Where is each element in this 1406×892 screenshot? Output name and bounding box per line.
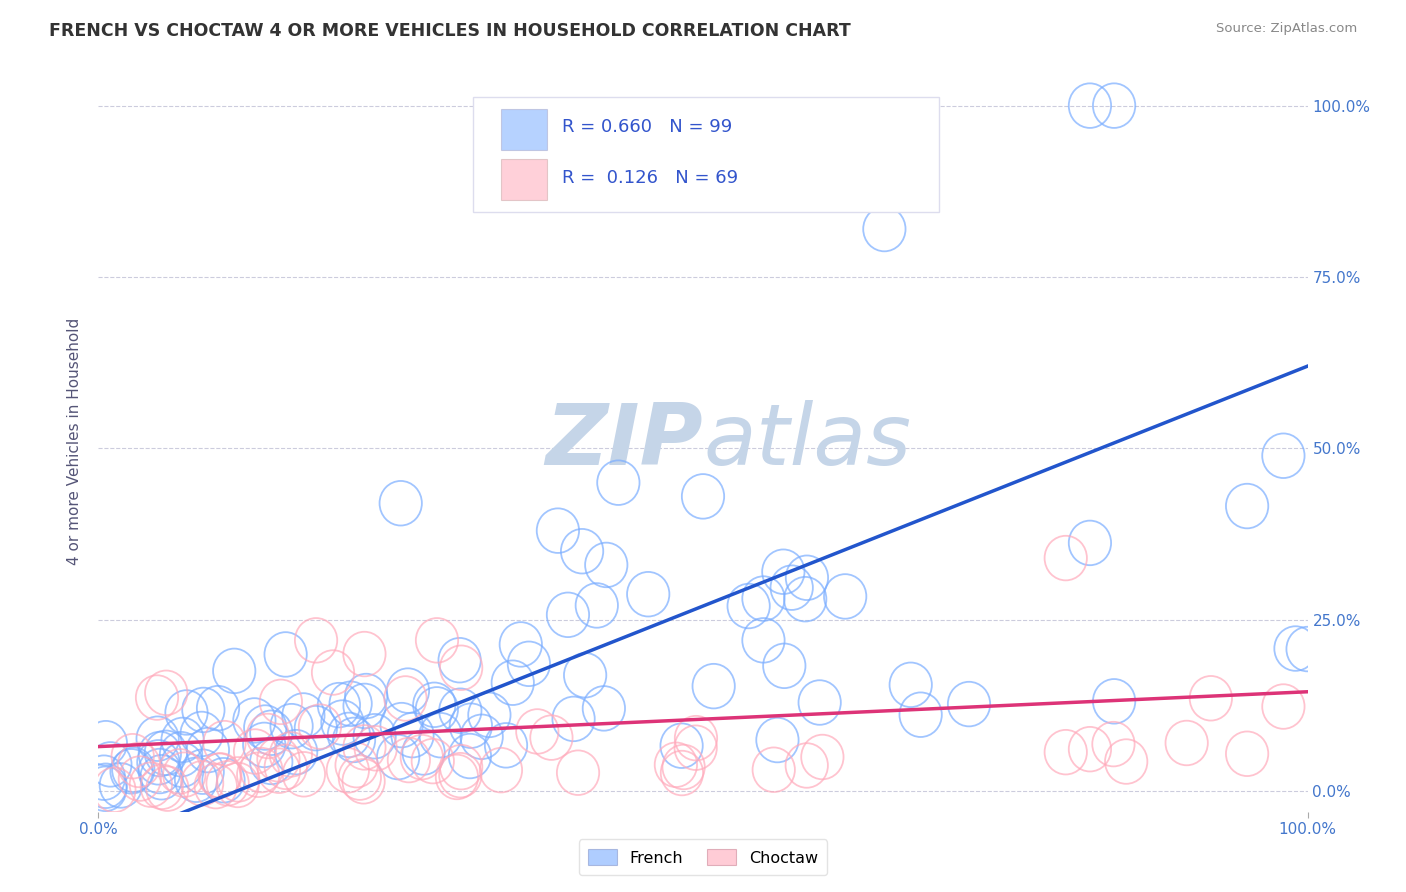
Y-axis label: 4 or more Vehicles in Household: 4 or more Vehicles in Household [67, 318, 83, 566]
FancyBboxPatch shape [474, 97, 939, 212]
Text: FRENCH VS CHOCTAW 4 OR MORE VEHICLES IN HOUSEHOLD CORRELATION CHART: FRENCH VS CHOCTAW 4 OR MORE VEHICLES IN … [49, 22, 851, 40]
Text: R = 0.660   N = 99: R = 0.660 N = 99 [561, 119, 731, 136]
Text: atlas: atlas [703, 400, 911, 483]
Text: ZIP: ZIP [546, 400, 703, 483]
Text: R =  0.126   N = 69: R = 0.126 N = 69 [561, 169, 738, 186]
FancyBboxPatch shape [501, 160, 547, 200]
FancyBboxPatch shape [501, 109, 547, 150]
Text: Source: ZipAtlas.com: Source: ZipAtlas.com [1216, 22, 1357, 36]
Legend: French, Choctaw: French, Choctaw [578, 839, 828, 875]
